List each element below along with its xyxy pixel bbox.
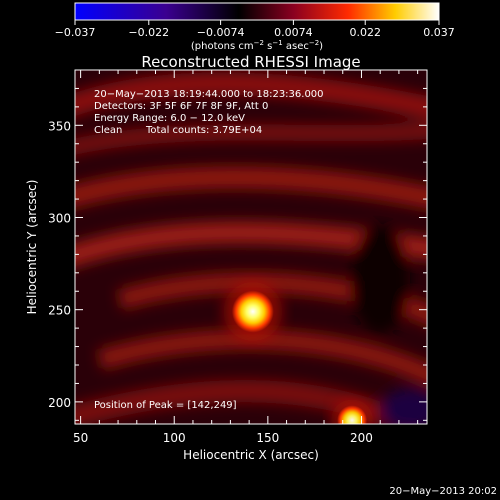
colorbar-tick-label: 0.022: [349, 26, 381, 39]
colorbar-units: (photons cm−2 s−1 asec−2): [191, 39, 323, 52]
footer-timestamp: 20−May−2013 20:02: [389, 486, 497, 497]
fringe-band: [75, 166, 427, 209]
colorbar-tick-label: 0.037: [423, 26, 455, 39]
x-tick-label: 50: [73, 431, 88, 445]
y-tick-label: 250: [48, 304, 71, 318]
y-tick-label: 200: [48, 396, 71, 410]
heatmap-image: [75, 70, 427, 424]
y-tick-label: 350: [48, 119, 71, 133]
annotation-detectors: Detectors: 3F 5F 6F 7F 8F 9F, Att 0: [94, 101, 268, 112]
annotation-total-counts: Total counts: 3.79E+04: [145, 125, 262, 136]
chart-title: Reconstructed RHESSI Image: [141, 53, 360, 71]
annotation-clean: Clean: [94, 125, 122, 136]
annotation-peak-position: Position of Peak = [142,249]: [94, 400, 237, 411]
plot-frame: [74, 69, 428, 425]
fringe-pattern: [75, 72, 427, 424]
colorbar-tick-label: −0.0074: [197, 26, 245, 39]
fringe-band: [97, 329, 427, 385]
annotations: 20−May−2013 18:19:44.000 to 18:23:36.000…: [94, 89, 324, 411]
colorbar-tick-label: 0.0074: [274, 26, 313, 39]
y-axis-label: Heliocentric Y (arcsec): [25, 180, 39, 315]
colorbar-tick-label: −0.022: [128, 26, 169, 39]
colorbar: −0.037 −0.022 −0.0074 0.0074 0.022 0.037 (pho…: [55, 2, 455, 52]
x-axis-label: Heliocentric X (arcsec): [183, 448, 319, 462]
x-tick-label: 200: [350, 431, 373, 445]
source-peak: [337, 405, 368, 424]
dark-region: [380, 388, 427, 424]
dark-region: [350, 225, 410, 335]
y-axis: 200 250 300 350: [48, 87, 427, 421]
annotation-time-range: 20−May−2013 18:19:44.000 to 18:23:36.000: [94, 89, 324, 100]
sources: [223, 282, 374, 424]
x-tick-label: 100: [163, 431, 186, 445]
colorbar-tick-label: −0.037: [55, 26, 96, 39]
fringe-band: [75, 122, 427, 155]
colorbar-gradient: [74, 2, 440, 21]
x-axis: 50 100 150 200: [73, 70, 419, 445]
x-tick-label: 150: [256, 431, 279, 445]
fringe-band: [75, 72, 427, 119]
source-peak: [231, 290, 274, 333]
y-tick-label: 300: [48, 212, 71, 226]
annotation-energy-range: Energy Range: 6.0 − 12.0 keV: [94, 113, 245, 124]
colorbar-ticks: −0.037 −0.022 −0.0074 0.0074 0.022 0.037: [55, 20, 455, 39]
fringe-band: [75, 380, 425, 424]
